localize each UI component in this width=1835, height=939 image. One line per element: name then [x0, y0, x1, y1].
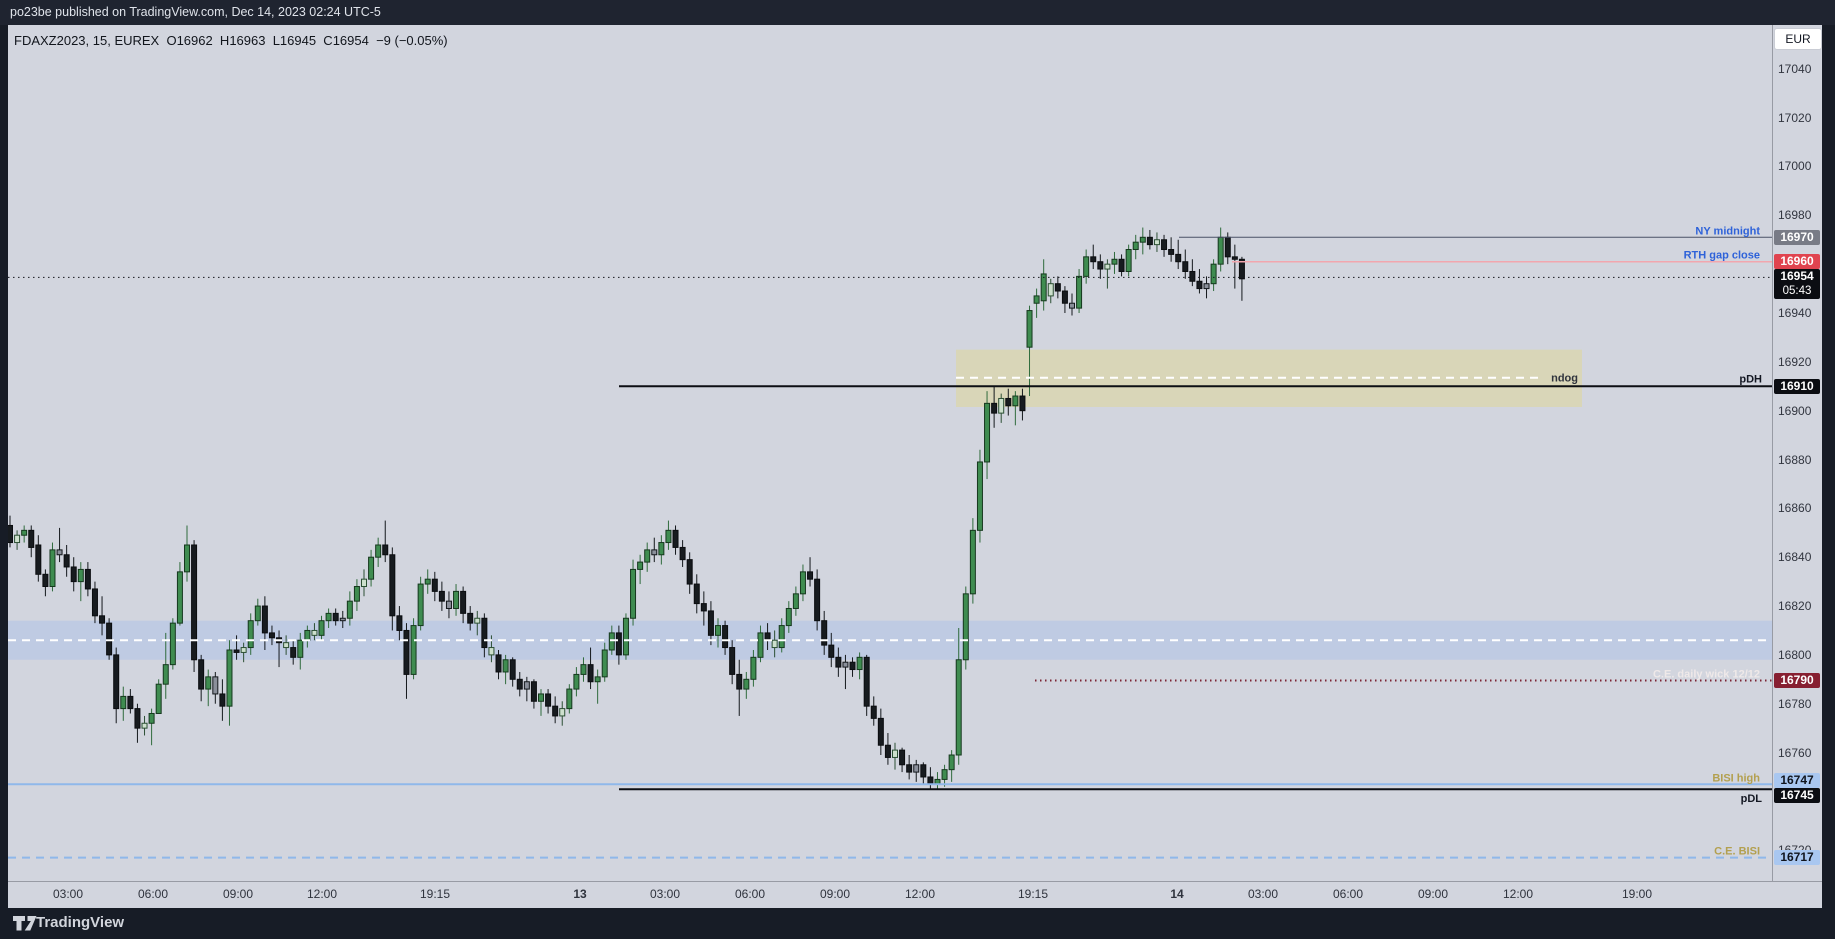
- symbol-header: FDAXZ2023, 15, EUREX O16962 H16963 L1694…: [14, 33, 448, 48]
- rth-gap-price-label: 16960: [1774, 254, 1820, 270]
- time-label: 19:15: [1017, 887, 1049, 901]
- time-label: 12:00: [1502, 887, 1534, 901]
- bisi-high-line-label: BISI high: [1712, 772, 1760, 784]
- price-axis[interactable]: 17040 17020 17000 16980 16940 16920 16900 16880…: [1773, 25, 1822, 881]
- snapshot-title-bar: po23be published on TradingView.com, Dec…: [0, 0, 1835, 25]
- footer-bar: TradingView: [0, 908, 1835, 939]
- ce-wick-price-label: 16790: [1774, 673, 1820, 689]
- time-label: 19:00: [1621, 887, 1653, 901]
- time-label: 19:15: [419, 887, 451, 901]
- price-tick: 17000: [1778, 159, 1812, 174]
- price-tick: 16920: [1778, 354, 1812, 369]
- price-tick: 16840: [1778, 550, 1812, 565]
- time-label: 03:00: [52, 887, 84, 901]
- ny-midnight-price-label: 16970: [1774, 229, 1820, 245]
- time-label: 06:00: [734, 887, 766, 901]
- ny-midnight-label: NY midnight: [1695, 225, 1760, 237]
- ndog-line-label: ndog: [1551, 373, 1578, 385]
- price-tick: 16780: [1778, 696, 1812, 711]
- price-tick: 16860: [1778, 501, 1812, 516]
- time-label: 09:00: [1417, 887, 1449, 901]
- time-label: 09:00: [819, 887, 851, 901]
- pdl-price-label: 16745: [1774, 787, 1820, 803]
- tradingview-logo-text[interactable]: TradingView: [36, 914, 125, 931]
- date-label: 14: [1170, 887, 1184, 901]
- time-label: 12:00: [306, 887, 338, 901]
- time-label: 03:00: [649, 887, 681, 901]
- price-tick: 16880: [1778, 452, 1812, 467]
- time-axis[interactable]: 03:00 06:00 09:00 12:00 19:15 13 03:00 06:00 09:…: [8, 882, 1822, 908]
- bisi-high-price-label: 16747: [1774, 773, 1820, 789]
- price-tick: 16940: [1778, 306, 1812, 320]
- price-tick: 17040: [1778, 61, 1812, 76]
- chart-panel: FDAXZ2023, 15, EUREX O16962 H16963 L1694…: [8, 25, 1822, 908]
- currency-button[interactable]: EUR: [1774, 28, 1822, 50]
- time-label: 09:00: [222, 887, 254, 901]
- time-label: 06:00: [137, 887, 169, 901]
- price-tick: 17020: [1778, 110, 1812, 125]
- rth-gap-close-label: RTH gap close: [1684, 250, 1760, 262]
- ce-bisi-price-label: 16717: [1774, 850, 1820, 866]
- price-tick: 16760: [1778, 745, 1812, 760]
- time-axis-separator: [8, 881, 1822, 882]
- price-chart-plot[interactable]: BISI high C.E. BISI pDH pDL ndog C.E. daily w…: [8, 25, 1822, 908]
- pdh-line-label: pDH: [1739, 373, 1762, 385]
- time-label: 03:00: [1247, 887, 1279, 901]
- tradingview-logo-icon[interactable]: [13, 916, 37, 931]
- ce-bisi-line-label: C.E. BISI: [1714, 846, 1760, 858]
- date-label: 13: [573, 887, 587, 901]
- time-label: 12:00: [904, 887, 936, 901]
- pdl-line-label: pDL: [1741, 793, 1763, 805]
- price-axis-separator: [1772, 25, 1773, 881]
- last-price-label: 16954 05:43: [1774, 269, 1820, 300]
- ce-daily-wick-label: C.E. daily wick 12/12: [1653, 669, 1760, 681]
- pdh-price-label: 16910: [1774, 378, 1820, 394]
- time-label: 06:00: [1332, 887, 1364, 901]
- price-tick: 16820: [1778, 599, 1812, 614]
- price-tick: 16980: [1778, 208, 1812, 223]
- snapshot-title: po23be published on TradingView.com, Dec…: [10, 5, 381, 19]
- price-tick: 16900: [1778, 403, 1812, 418]
- price-tick: 16800: [1778, 647, 1812, 662]
- bar-countdown: 05:43: [1782, 285, 1812, 298]
